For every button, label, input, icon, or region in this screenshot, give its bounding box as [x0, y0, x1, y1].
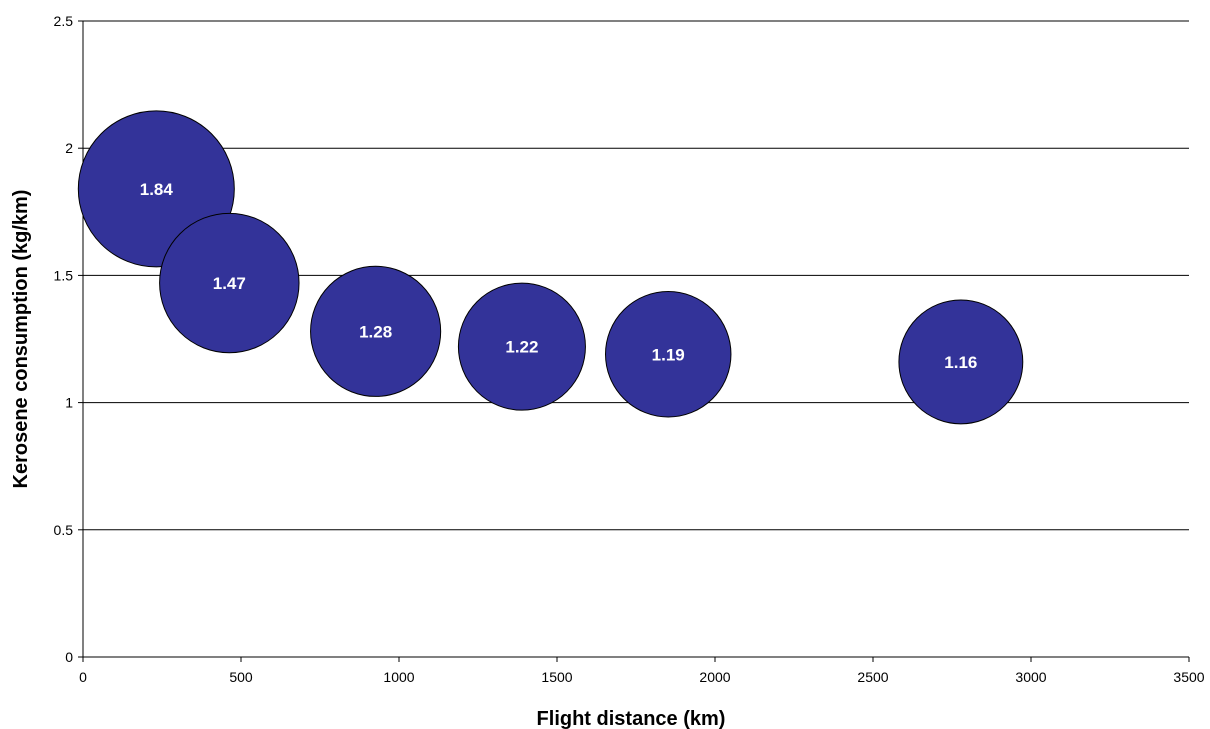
x-tick-labels: 0 500 1000 1500 2000 2500 3000 3500 [79, 669, 1205, 685]
x-tick-label: 1500 [541, 669, 572, 685]
bubble-data-label: 1.19 [652, 345, 685, 364]
bubble-data-label: 1.84 [140, 180, 174, 199]
y-tick-label: 1 [65, 395, 73, 411]
y-tick-label: 2 [65, 140, 73, 156]
bubble-data-label: 1.47 [213, 274, 246, 293]
x-tick-label: 500 [229, 669, 253, 685]
y-tick-label: 0.5 [54, 522, 74, 538]
bubble-labels: 1.84 1.47 1.28 1.22 1.19 1.16 [140, 180, 978, 372]
x-tick-label: 3000 [1015, 669, 1046, 685]
x-axis-title: Flight distance (km) [537, 708, 726, 729]
y-axis-title: Kerosene consumption (kg/km) [10, 190, 32, 489]
x-tick-label: 3500 [1173, 669, 1204, 685]
bubble [457, 282, 586, 411]
axes [78, 20, 1190, 662]
x-tick-label: 2500 [857, 669, 888, 685]
bubble-data-label: 1.16 [944, 353, 977, 372]
bubbles [77, 110, 1024, 425]
bubble-data-label: 1.22 [505, 338, 538, 357]
x-tick-label: 0 [79, 669, 87, 685]
bubble [310, 265, 442, 397]
y-tick-label: 0 [65, 649, 73, 665]
x-tick-label: 2000 [699, 669, 730, 685]
bubble-data-label: 1.28 [359, 322, 392, 341]
x-tick-label: 1000 [383, 669, 414, 685]
bubble [159, 212, 300, 354]
y-tick-labels: 0 0.5 1 1.5 2 2.5 [54, 13, 74, 665]
y-tick-label: 1.5 [54, 267, 74, 283]
y-tick-label: 2.5 [54, 13, 74, 29]
bubble [898, 299, 1024, 425]
bubble [605, 291, 732, 418]
